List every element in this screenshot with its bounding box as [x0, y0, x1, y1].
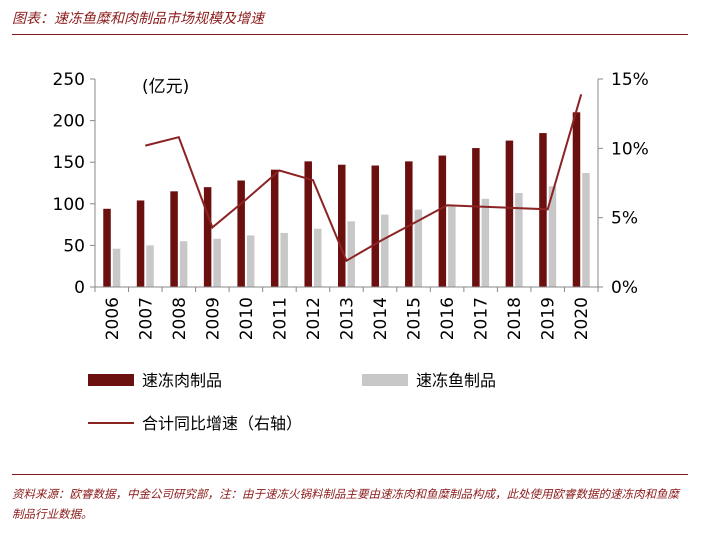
bar-fish	[112, 248, 121, 287]
source-note: 资料来源：欧睿数据，中金公司研究部，注：由于速冻火锅料制品主要由速冻肉和鱼糜制品…	[12, 487, 679, 521]
x-tick-label: 2011	[270, 297, 290, 340]
y-left-tick-label: 200	[53, 112, 85, 132]
y-right-tick-label: 10%	[611, 139, 649, 159]
x-tick-label: 2012	[304, 297, 324, 340]
bar-meat	[237, 180, 245, 287]
x-tick-label: 2010	[237, 297, 257, 340]
y-left-tick-label: 100	[53, 195, 85, 215]
x-tick-label: 2013	[338, 297, 358, 340]
figure-title: 图表：速冻鱼糜和肉制品市场规模及增速	[12, 11, 264, 27]
x-tick-label: 2006	[103, 297, 123, 340]
y-left-tick-label: 0	[74, 278, 85, 298]
bar-meat	[270, 169, 279, 287]
x-tick-label: 2009	[203, 297, 223, 340]
bar-fish	[280, 232, 288, 287]
legend: 速冻肉制品 速冻鱼制品 合计同比增速（右轴）	[88, 371, 496, 433]
bar-fish	[179, 241, 188, 287]
x-tick-label: 2008	[170, 297, 190, 340]
bar-fish	[246, 235, 255, 287]
bar-fish	[146, 245, 154, 287]
bar-fish	[213, 238, 221, 287]
bar-meat	[472, 148, 480, 287]
source-divider	[12, 474, 688, 475]
bar-fish	[515, 192, 523, 287]
legend-swatch-fish	[362, 374, 408, 386]
x-tick-label: 2017	[472, 297, 492, 340]
axes-layer: 0 50 100 150 200 250 0% 5% 10% 15%	[53, 70, 649, 298]
bar-fish	[448, 205, 456, 287]
bar-meat	[103, 208, 111, 287]
title-divider	[12, 34, 688, 35]
bar-fish	[414, 209, 423, 287]
bar-meat	[371, 165, 380, 287]
bar-meat	[203, 187, 212, 287]
bar-fish	[548, 186, 557, 287]
bar-meat	[338, 164, 346, 287]
bar-meat	[170, 191, 178, 287]
bar-meat	[304, 161, 312, 287]
bar-meat	[438, 155, 447, 287]
x-tick-label: 2007	[136, 297, 156, 340]
bar-meat	[572, 112, 581, 287]
bar-meat	[505, 140, 514, 287]
bar-fish	[381, 214, 389, 287]
legend-swatch-meat	[88, 374, 134, 386]
y-right-tick-label: 5%	[611, 209, 638, 229]
x-tick-label: 2020	[572, 297, 592, 340]
x-tick-labels: 2006 2007 2008 2009 2010 2011 2012 2013 2014 2015…	[103, 297, 592, 340]
growth-line	[145, 94, 583, 263]
x-tick-label: 2018	[505, 297, 525, 340]
legend-label-growth: 合计同比增速（右轴）	[142, 414, 302, 433]
y-left-tick-label: 250	[53, 70, 85, 90]
legend-label-meat: 速冻肉制品	[142, 371, 222, 390]
x-tick-label: 2014	[371, 297, 391, 340]
y-left-tick-label: 50	[63, 236, 85, 256]
y-right-tick-label: 0%	[611, 278, 638, 298]
x-tick-label: 2019	[539, 297, 559, 340]
bar-meat	[405, 161, 413, 287]
legend-label-fish: 速冻鱼制品	[416, 371, 496, 390]
bar-fish	[313, 228, 322, 287]
bar-meat	[136, 200, 145, 287]
x-tick-label: 2016	[438, 297, 458, 340]
x-tick-label: 2015	[405, 297, 425, 340]
bar-fish	[481, 198, 490, 287]
y-left-tick-label: 150	[53, 153, 85, 173]
bar-fish	[347, 221, 355, 287]
unit-label: (亿元)	[142, 77, 189, 97]
y-right-tick-label: 15%	[611, 70, 649, 90]
bar-fish	[582, 173, 590, 287]
